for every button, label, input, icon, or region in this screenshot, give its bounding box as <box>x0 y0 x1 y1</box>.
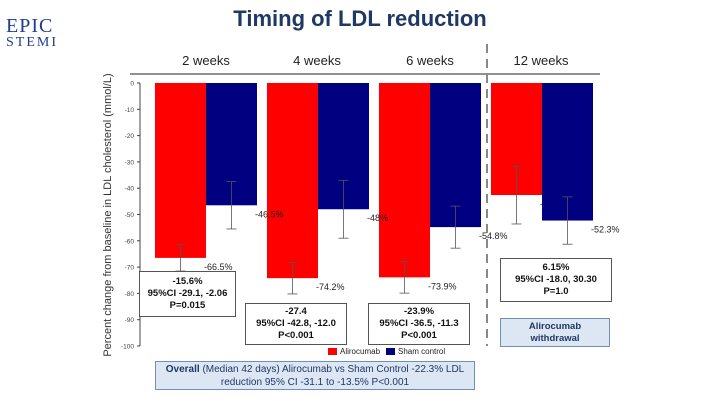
y-tick-label: -80 <box>125 291 135 298</box>
y-tick-label: -90 <box>125 317 135 324</box>
y-tick-label: 0 <box>130 81 134 88</box>
stats-6-weeks-p: P<0.001 <box>401 330 437 341</box>
period-label-6-weeks: 6 weeks <box>406 53 454 68</box>
y-tick-label: -20 <box>125 133 135 140</box>
y-tick-label: -30 <box>125 159 135 166</box>
stats-6-weeks-ci: 95%CI -36.5, -11.3 <box>379 318 459 329</box>
overall-line2: reduction 95% CI -31.1 to -13.5% P<0.001 <box>220 377 410 388</box>
y-tick-label: -10 <box>125 107 135 114</box>
legend-label-alirocumab: Alirocumab <box>340 347 381 356</box>
overall-summary: Overall (Median 42 days) Alirocumab vs S… <box>155 361 475 390</box>
period-label-4-weeks: 4 weeks <box>293 53 341 68</box>
stats-4-weeks-p: P<0.001 <box>278 330 314 341</box>
y-tick-label: -50 <box>125 212 135 219</box>
bar-alirocumab-0 <box>155 83 206 258</box>
legend-swatch-alirocumab <box>328 348 337 355</box>
stats-4-weeks-diff: -27.4 <box>285 306 307 317</box>
stats-6-weeks-diff: -23.9% <box>403 306 435 317</box>
logo-bottom-text: STEMI <box>6 35 58 50</box>
bar-alirocumab-2 <box>379 83 430 278</box>
bar-alirocumab-1 <box>267 83 318 279</box>
y-tick-label: -40 <box>125 186 135 193</box>
stats-box-4-weeks: -27.4 95%CI -42.8, -12.0 P<0.001 <box>245 303 347 345</box>
stats-12-weeks-ci: 95%CI -18.0, 30.30 <box>515 274 597 285</box>
bar-sham-2 <box>430 83 481 228</box>
overall-text: (Median 42 days) Alirocumab vs Sham Cont… <box>199 364 465 375</box>
y-tick-label: -100 <box>121 344 134 351</box>
data-label-alirocumab-0: -66.5% <box>204 262 233 272</box>
stats-12-weeks-p: P=1.0 <box>543 286 569 297</box>
slide-title: Timing of LDL reduction <box>233 6 487 31</box>
stats-2-weeks-p: P=0.015 <box>169 300 206 311</box>
withdrawal-line2: withdrawal <box>530 333 580 344</box>
stats-4-weeks-ci: 95%CI -42.8, -12.0 <box>256 318 336 329</box>
period-label-12-weeks: 12 weeks <box>513 53 569 68</box>
y-tick-label: -60 <box>125 238 135 245</box>
legend-label-sham: Sham control <box>398 347 446 356</box>
withdrawal-line1: Alirocumab <box>528 321 582 332</box>
period-label-2-weeks: 2 weeks <box>182 53 230 68</box>
logo-top-text: EPIC <box>6 15 54 37</box>
stats-box-6-weeks: -23.9% 95%CI -36.5, -11.3 P<0.001 <box>368 303 470 345</box>
stats-box-12-weeks: 6.15% 95%CI -18.0, 30.30 P=1.0 <box>500 258 612 302</box>
data-label-alirocumab-2: -73.9% <box>428 281 457 291</box>
data-label-sham-1: -48% <box>367 213 388 223</box>
y-tick-label: -70 <box>125 265 135 272</box>
epic-stemi-logo: EPIC STEMI <box>6 16 62 50</box>
data-label-sham-2: -54.8% <box>479 231 508 241</box>
data-label-alirocumab-1: -74.2% <box>316 282 345 292</box>
stats-box-2-weeks: -15.6% 95%CI -29.1, -2.06 P=0.015 <box>139 271 236 317</box>
stats-12-weeks-diff: 6.15% <box>542 262 570 273</box>
chart-legend: Alirocumab Sham control <box>322 347 445 356</box>
legend-swatch-sham <box>386 348 396 355</box>
stats-2-weeks-ci: 95%CI -29.1, -2.06 <box>147 288 228 299</box>
stats-2-weeks-diff: -15.6% <box>172 276 203 287</box>
data-label-sham-0: -46.5% <box>255 209 284 219</box>
data-label-sham-3: -52.3% <box>591 225 620 235</box>
overall-bold: Overall <box>165 364 200 375</box>
alirocumab-withdrawal-note: Alirocumab withdrawal <box>500 318 610 347</box>
